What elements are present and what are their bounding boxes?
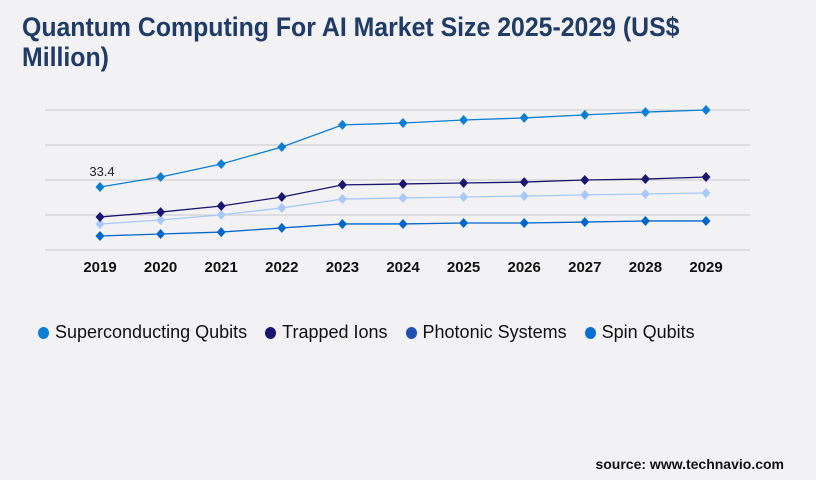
data-point <box>277 222 287 233</box>
data-point <box>580 109 590 120</box>
data-point <box>216 201 226 212</box>
data-point <box>337 179 347 190</box>
x-tick-label: 2020 <box>144 259 177 276</box>
data-point <box>701 188 711 199</box>
source-label: source: www.technavio.com <box>595 456 784 472</box>
legend-label: Trapped Ions <box>282 322 388 342</box>
data-point <box>459 115 469 125</box>
data-point <box>640 215 650 226</box>
data-label: 33.4 <box>89 164 114 179</box>
data-point <box>459 178 469 189</box>
data-point <box>337 194 347 205</box>
data-point <box>519 218 529 229</box>
data-point <box>519 112 529 123</box>
data-point <box>398 192 408 203</box>
legend-marker-icon <box>265 326 277 339</box>
data-point <box>216 158 226 169</box>
data-point <box>216 227 226 238</box>
data-point <box>156 171 166 182</box>
data-point <box>95 218 105 229</box>
x-tick-label: 2021 <box>205 259 238 276</box>
data-point <box>337 119 347 130</box>
data-point <box>580 189 590 200</box>
data-point <box>95 181 105 192</box>
data-point <box>701 171 711 182</box>
data-point <box>277 191 287 202</box>
data-point <box>398 178 408 189</box>
x-tick-label: 2026 <box>508 259 541 276</box>
x-tick-label: 2028 <box>629 259 662 276</box>
data-point <box>337 218 347 229</box>
data-point <box>216 209 226 220</box>
data-point <box>156 215 166 225</box>
data-point <box>95 211 105 222</box>
x-tick-label: 2029 <box>689 259 722 276</box>
x-tick-label: 2023 <box>326 259 359 276</box>
data-point <box>398 118 408 129</box>
data-point <box>277 141 287 152</box>
legend-item: Trapped Ions <box>265 322 388 343</box>
data-point <box>519 177 529 188</box>
data-point <box>398 218 408 229</box>
x-tick-label: 2022 <box>265 259 298 276</box>
data-point <box>459 218 469 229</box>
legend-label: Photonic Systems <box>422 322 567 342</box>
x-tick-label: 2019 <box>83 259 116 276</box>
legend-item: Spin Qubits <box>584 322 695 343</box>
legend-marker-icon <box>405 326 417 339</box>
legend-label: Spin Qubits <box>601 322 695 342</box>
legend-marker-icon <box>38 326 49 339</box>
data-point <box>580 217 590 228</box>
data-point <box>459 191 469 202</box>
legend: Superconducting Qubits Trapped Ions Photon… <box>38 322 695 343</box>
chart-title: Quantum Computing For AI Market Size 202… <box>22 12 680 72</box>
legend-item: Superconducting Qubits <box>38 322 247 343</box>
legend-marker-icon <box>584 326 596 339</box>
data-point <box>95 231 105 242</box>
data-point <box>701 215 711 226</box>
x-tick-label: 2025 <box>447 259 480 276</box>
data-point <box>156 228 166 239</box>
data-point <box>156 207 166 218</box>
legend-label: Superconducting Qubits <box>55 322 248 342</box>
data-point <box>519 191 529 202</box>
data-point <box>277 202 287 213</box>
data-point <box>640 107 650 118</box>
x-tick-label: 2027 <box>568 259 601 276</box>
legend-item: Photonic Systems <box>405 322 567 343</box>
x-tick-label: 2024 <box>386 259 420 276</box>
data-point <box>701 105 711 115</box>
data-point <box>640 174 650 185</box>
data-point <box>580 175 590 185</box>
data-point <box>640 188 650 199</box>
